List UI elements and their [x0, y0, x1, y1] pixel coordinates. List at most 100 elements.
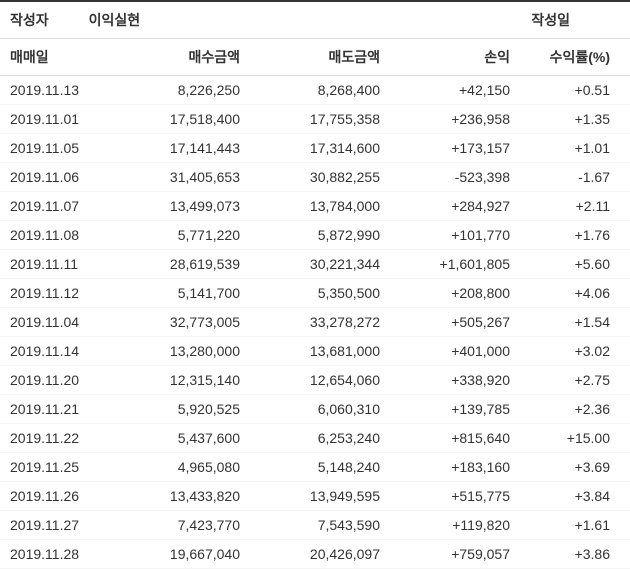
cell-date: 2019.11.13 [0, 82, 110, 98]
cell-profit: -523,398 [390, 169, 520, 185]
table-row: 2019.11.0517,141,44317,314,600+173,157+1… [0, 134, 630, 163]
cell-date: 2019.11.26 [0, 488, 110, 504]
cell-sell: 5,350,500 [250, 285, 390, 301]
cell-date: 2019.11.07 [0, 198, 110, 214]
table-row: 2019.11.138,226,2508,268,400+42,150+0.51 [0, 76, 630, 105]
cell-sell: 13,681,000 [250, 343, 390, 359]
table-row: 2019.11.2613,433,82013,949,595+515,775+3… [0, 482, 630, 511]
cell-sell: 30,221,344 [250, 256, 390, 272]
cell-rate: +1.35 [520, 111, 620, 127]
cell-profit: +1,601,805 [390, 256, 520, 272]
cell-date: 2019.11.06 [0, 169, 110, 185]
cell-rate: +3.84 [520, 488, 620, 504]
cell-date: 2019.11.25 [0, 459, 110, 475]
cell-profit: +815,640 [390, 430, 520, 446]
cell-profit: +173,157 [390, 140, 520, 156]
cell-date: 2019.11.12 [0, 285, 110, 301]
cell-buy: 5,437,600 [110, 430, 250, 446]
cell-buy: 31,405,653 [110, 169, 250, 185]
header-bar: 작성자 이익실현 작성일 [0, 0, 630, 39]
cell-sell: 7,543,590 [250, 517, 390, 533]
table-row: 2019.11.0713,499,07313,784,000+284,927+2… [0, 192, 630, 221]
cell-buy: 13,499,073 [110, 198, 250, 214]
cell-sell: 6,060,310 [250, 401, 390, 417]
cell-rate: +1.61 [520, 517, 620, 533]
cell-rate: +1.54 [520, 314, 620, 330]
table-row: 2019.11.215,920,5256,060,310+139,785+2.3… [0, 395, 630, 424]
table-row: 2019.11.2819,667,04020,426,097+759,057+3… [0, 540, 630, 569]
col-header-profit: 손익 [390, 47, 520, 67]
author-value: 이익실현 [89, 10, 141, 30]
cell-rate: +3.02 [520, 343, 620, 359]
cell-date: 2019.11.01 [0, 111, 110, 127]
cell-profit: +338,920 [390, 372, 520, 388]
cell-profit: +401,000 [390, 343, 520, 359]
author-label: 작성자 [10, 10, 49, 30]
cell-buy: 8,226,250 [110, 82, 250, 98]
cell-rate: +4.06 [520, 285, 620, 301]
cell-date: 2019.11.20 [0, 372, 110, 388]
cell-sell: 33,278,272 [250, 314, 390, 330]
table-row: 2019.11.0117,518,40017,755,358+236,958+1… [0, 105, 630, 134]
table-header-row: 매매일 매수금액 매도금액 손익 수익률(%) [0, 39, 630, 76]
cell-profit: +236,958 [390, 111, 520, 127]
cell-date: 2019.11.11 [0, 256, 110, 272]
cell-rate: -1.67 [520, 169, 620, 185]
col-header-date: 매매일 [0, 47, 110, 67]
date-label: 작성일 [531, 12, 570, 28]
cell-rate: +1.01 [520, 140, 620, 156]
cell-date: 2019.11.22 [0, 430, 110, 446]
cell-profit: +515,775 [390, 488, 520, 504]
cell-buy: 12,315,140 [110, 372, 250, 388]
cell-sell: 13,784,000 [250, 198, 390, 214]
cell-rate: +5.60 [520, 256, 620, 272]
cell-profit: +139,785 [390, 401, 520, 417]
cell-buy: 5,920,525 [110, 401, 250, 417]
table-row: 2019.11.0631,405,65330,882,255-523,398-1… [0, 163, 630, 192]
col-header-buy: 매수금액 [110, 47, 250, 67]
table-row: 2019.11.254,965,0805,148,240+183,160+3.6… [0, 453, 630, 482]
cell-sell: 12,654,060 [250, 372, 390, 388]
cell-date: 2019.11.21 [0, 401, 110, 417]
cell-buy: 17,141,443 [110, 140, 250, 156]
cell-buy: 7,423,770 [110, 517, 250, 533]
cell-date: 2019.11.05 [0, 140, 110, 156]
cell-sell: 5,148,240 [250, 459, 390, 475]
cell-rate: +0.51 [520, 82, 620, 98]
cell-buy: 13,280,000 [110, 343, 250, 359]
cell-buy: 28,619,539 [110, 256, 250, 272]
trading-table: 매매일 매수금액 매도금액 손익 수익률(%) 2019.11.138,226,… [0, 39, 630, 569]
cell-date: 2019.11.04 [0, 314, 110, 330]
header-left: 작성자 이익실현 [0, 10, 140, 30]
table-row: 2019.11.277,423,7707,543,590+119,820+1.6… [0, 511, 630, 540]
cell-profit: +42,150 [390, 82, 520, 98]
cell-buy: 4,965,080 [110, 459, 250, 475]
cell-profit: +208,800 [390, 285, 520, 301]
table-row: 2019.11.1128,619,53930,221,344+1,601,805… [0, 250, 630, 279]
cell-profit: +505,267 [390, 314, 520, 330]
cell-buy: 5,141,700 [110, 285, 250, 301]
cell-buy: 13,433,820 [110, 488, 250, 504]
table-row: 2019.11.125,141,7005,350,500+208,800+4.0… [0, 279, 630, 308]
cell-rate: +2.11 [520, 198, 620, 214]
col-header-rate: 수익률(%) [520, 47, 620, 67]
table-row: 2019.11.0432,773,00533,278,272+505,267+1… [0, 308, 630, 337]
cell-sell: 17,314,600 [250, 140, 390, 156]
cell-date: 2019.11.27 [0, 517, 110, 533]
cell-profit: +284,927 [390, 198, 520, 214]
cell-sell: 17,755,358 [250, 111, 390, 127]
cell-sell: 30,882,255 [250, 169, 390, 185]
header-right: 작성일 [531, 10, 630, 30]
table-body: 2019.11.138,226,2508,268,400+42,150+0.51… [0, 76, 630, 569]
cell-sell: 5,872,990 [250, 227, 390, 243]
cell-rate: +2.36 [520, 401, 620, 417]
cell-date: 2019.11.08 [0, 227, 110, 243]
cell-profit: +119,820 [390, 517, 520, 533]
cell-buy: 17,518,400 [110, 111, 250, 127]
cell-sell: 13,949,595 [250, 488, 390, 504]
cell-sell: 6,253,240 [250, 430, 390, 446]
cell-buy: 32,773,005 [110, 314, 250, 330]
table-row: 2019.11.225,437,6006,253,240+815,640+15.… [0, 424, 630, 453]
table-row: 2019.11.085,771,2205,872,990+101,770+1.7… [0, 221, 630, 250]
cell-rate: +1.76 [520, 227, 620, 243]
